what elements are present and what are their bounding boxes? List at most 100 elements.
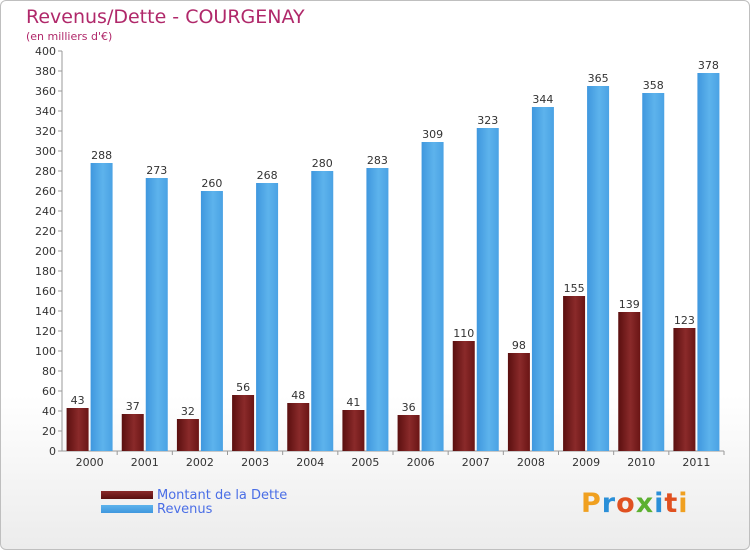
data-labels: 43 288 37 273 32 260 56 268 48 280 41 283 36 309 110 32…: [71, 59, 719, 418]
data-label: 123: [674, 314, 695, 327]
x-tick-label: 2006: [407, 456, 435, 469]
revenue-bar: [200, 191, 223, 451]
y-tick-label: 360: [35, 85, 56, 98]
x-tick-label: 2011: [682, 456, 710, 469]
y-tick-label: 340: [35, 105, 56, 118]
revenue-bar: [642, 93, 665, 451]
y-tick-label: 60: [42, 385, 56, 398]
logo-letter: P: [581, 488, 602, 519]
x-tick-label: 2005: [351, 456, 379, 469]
x-tick-label: 2003: [241, 456, 269, 469]
y-tick-label: 140: [35, 305, 56, 318]
y-tick-label: 160: [35, 285, 56, 298]
revenue-bar: [531, 107, 554, 451]
y-tick-label: 320: [35, 125, 56, 138]
x-tick-label: 2009: [572, 456, 600, 469]
data-label: 32: [181, 405, 195, 418]
revenue-bar: [311, 171, 334, 451]
legend-item-debt: Montant de la Dette: [101, 487, 287, 503]
legend-swatch-revenue: [101, 505, 153, 513]
data-label: 358: [643, 79, 664, 92]
debt-bar: [618, 312, 641, 451]
revenue-bar: [697, 73, 720, 451]
y-tick-label: 180: [35, 265, 56, 278]
revenue-bar: [90, 163, 113, 451]
debt-bar: [66, 408, 89, 451]
debt-bar: [176, 419, 199, 451]
revenue-bar: [587, 86, 610, 451]
revenue-bar: [366, 168, 389, 451]
logo-letter: i: [678, 488, 689, 519]
x-tick-label: 2002: [186, 456, 214, 469]
data-label: 48: [291, 389, 305, 402]
chart-title: Revenus/Dette - COURGENAY: [26, 6, 305, 28]
data-label: 36: [402, 401, 416, 414]
data-label: 37: [126, 400, 140, 413]
y-tick-label: 20: [42, 425, 56, 438]
data-label: 268: [257, 169, 278, 182]
x-tick-label: 2008: [517, 456, 545, 469]
x-tick-label: 2010: [627, 456, 655, 469]
revenue-bar: [145, 178, 168, 451]
y-tick-label: 200: [35, 245, 56, 258]
revenue-bar: [476, 128, 499, 451]
x-tick-label: 2007: [462, 456, 490, 469]
logo-letter: o: [616, 488, 636, 519]
data-label: 139: [619, 298, 640, 311]
y-tick-label: 120: [35, 325, 56, 338]
y-tick-label: 280: [35, 165, 56, 178]
y-tick-label: 220: [35, 225, 56, 238]
debt-bar: [121, 414, 144, 451]
data-label: 260: [201, 177, 222, 190]
data-label: 365: [588, 72, 609, 85]
data-label: 56: [236, 381, 250, 394]
debt-bar: [452, 341, 475, 451]
data-label: 41: [346, 396, 360, 409]
logo-letter: i: [654, 488, 665, 519]
revenue-bar: [256, 183, 279, 451]
y-tick-label: 260: [35, 185, 56, 198]
data-label: 283: [367, 154, 388, 167]
legend-label-debt: Montant de la Dette: [157, 487, 288, 503]
data-label: 378: [698, 59, 719, 72]
debt-bar: [287, 403, 310, 451]
chart-subtitle: (en milliers d'€): [26, 30, 113, 43]
data-label: 155: [564, 282, 585, 295]
bars: [66, 73, 720, 451]
y-tick-label: 80: [42, 365, 56, 378]
data-label: 323: [477, 114, 498, 127]
data-label: 344: [532, 93, 553, 106]
data-label: 273: [146, 164, 167, 177]
debt-bar: [673, 328, 696, 451]
y-tick-label: 300: [35, 145, 56, 158]
y-tick-label: 100: [35, 345, 56, 358]
data-label: 43: [71, 394, 85, 407]
data-label: 98: [512, 339, 526, 352]
legend-label-revenue: Revenus: [157, 501, 213, 517]
debt-bar: [563, 296, 586, 451]
y-tick-label: 40: [42, 405, 56, 418]
y-tick-label: 0: [49, 445, 56, 458]
legend-swatch-debt: [101, 491, 153, 499]
debt-bar: [232, 395, 255, 451]
y-tick-label: 240: [35, 205, 56, 218]
logo-letter: x: [635, 488, 655, 519]
debt-bar: [397, 415, 420, 451]
revenue-bar: [421, 142, 444, 451]
x-tick-label: 2001: [131, 456, 159, 469]
data-label: 110: [453, 327, 474, 340]
x-tick-label: 2004: [296, 456, 324, 469]
proxiti-logo: Proxiti: [581, 488, 689, 519]
debt-bar: [507, 353, 530, 451]
logo-letter: t: [664, 488, 679, 519]
logo-letter: r: [601, 488, 617, 519]
data-label: 280: [312, 157, 333, 170]
debt-bar: [342, 410, 365, 451]
x-tick-label: 2000: [76, 456, 104, 469]
axes: 0 20 40 60 80 100 120 140 160 180 200 220 240 260 280 3…: [35, 45, 725, 469]
data-label: 309: [422, 128, 443, 141]
legend-item-revenue: Revenus: [101, 501, 212, 517]
data-label: 288: [91, 149, 112, 162]
